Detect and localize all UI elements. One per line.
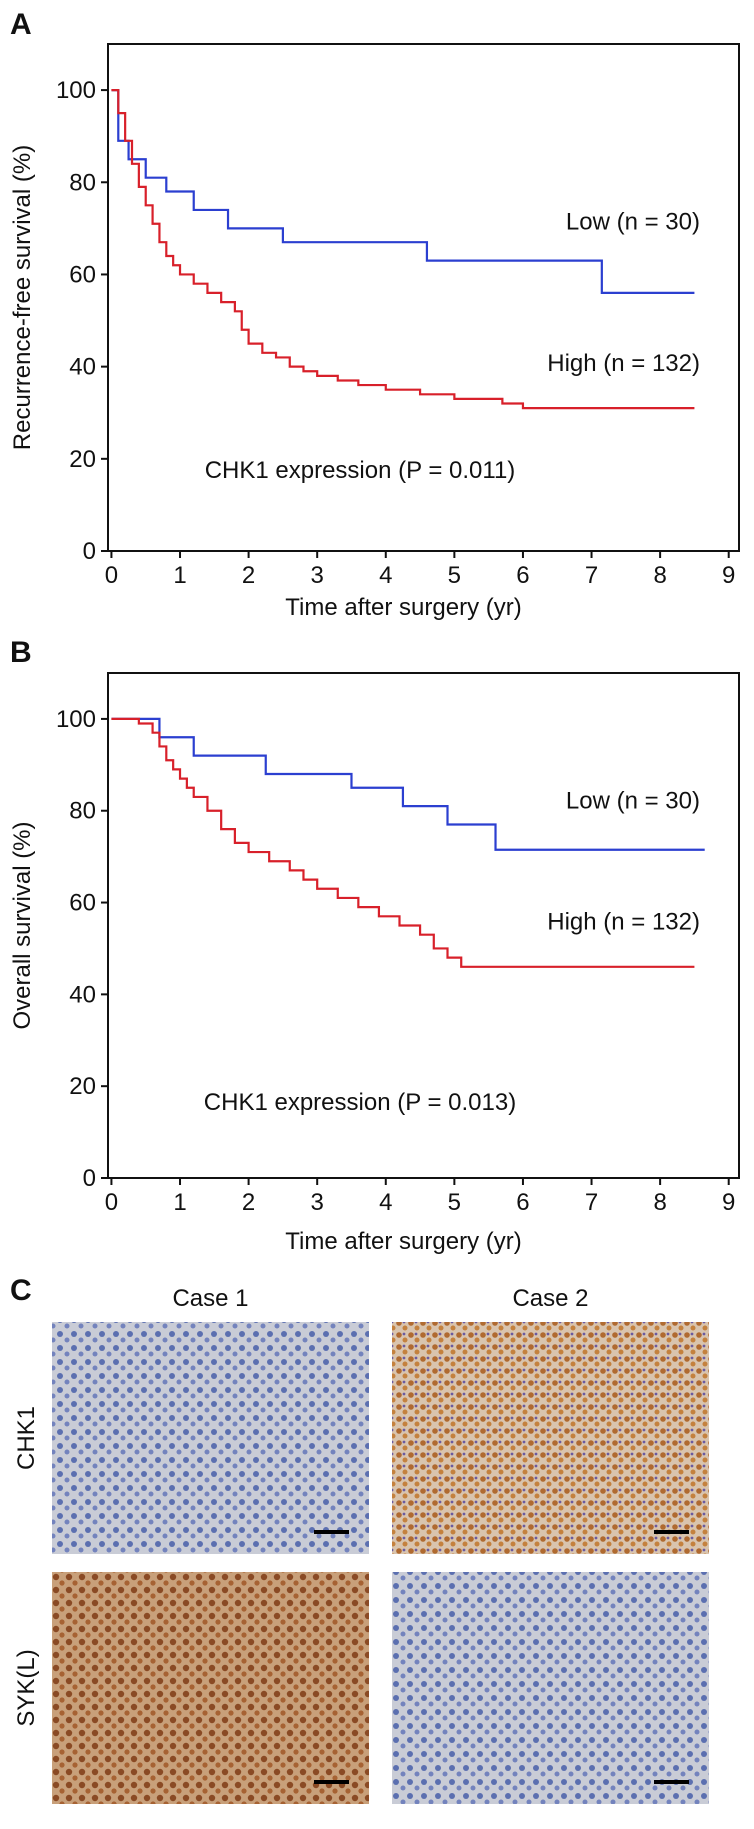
x-tick-label: 2 [242, 562, 255, 589]
annotation: High (n = 132) [547, 350, 700, 377]
y-tick-label: 0 [83, 538, 96, 565]
y-tick-label: 80 [69, 798, 96, 825]
panel-label: C [10, 1274, 32, 1307]
y-tick-label: 40 [69, 981, 96, 1008]
plot-frame [107, 43, 740, 552]
survival-curve [111, 717, 705, 851]
plot-frame [107, 672, 740, 1179]
annotation: Low (n = 30) [566, 787, 700, 814]
y-tick-label: 60 [69, 261, 96, 288]
x-tick-label: 7 [585, 562, 598, 589]
x-axis-label: Time after surgery (yr) [285, 594, 521, 621]
histology-image [52, 1572, 369, 1804]
x-tick-label: 8 [653, 1189, 666, 1216]
x-tick-label: 0 [105, 562, 118, 589]
x-tick-label: 1 [173, 562, 186, 589]
x-tick-label: 9 [722, 562, 735, 589]
y-tick-label: 60 [69, 890, 96, 917]
survival-curve [111, 88, 695, 294]
x-tick-label: 6 [516, 562, 529, 589]
histology-image [392, 1322, 709, 1554]
histology-image [392, 1572, 709, 1804]
x-tick-label: 7 [585, 1189, 598, 1216]
column-label: Case 2 [512, 1285, 588, 1312]
y-tick-label: 100 [56, 706, 96, 733]
annotation: CHK1 expression (P = 0.011) [205, 457, 516, 484]
panel-label: A [10, 8, 32, 41]
annotation: Low (n = 30) [566, 209, 700, 236]
x-tick-label: 4 [379, 562, 392, 589]
y-axis-label: Recurrence-free survival (%) [9, 145, 36, 450]
y-tick-label: 100 [56, 77, 96, 104]
panel-label: B [10, 636, 32, 669]
x-tick-label: 9 [722, 1189, 735, 1216]
x-tick-label: 3 [311, 1189, 324, 1216]
x-axis-label: Time after surgery (yr) [285, 1228, 521, 1255]
x-tick-label: 3 [311, 562, 324, 589]
y-axis-label: Overall survival (%) [9, 821, 36, 1029]
x-tick-label: 8 [653, 562, 666, 589]
y-tick-label: 20 [69, 1073, 96, 1100]
x-tick-label: 4 [379, 1189, 392, 1216]
annotation: CHK1 expression (P = 0.013) [204, 1089, 516, 1116]
x-tick-label: 0 [105, 1189, 118, 1216]
x-tick-label: 1 [173, 1189, 186, 1216]
y-tick-label: 40 [69, 354, 96, 381]
x-tick-label: 2 [242, 1189, 255, 1216]
column-label: Case 1 [172, 1285, 248, 1312]
y-tick-label: 20 [69, 446, 96, 473]
y-tick-label: 0 [83, 1165, 96, 1192]
row-label: CHK1 [13, 1406, 40, 1470]
annotation: High (n = 132) [547, 909, 700, 936]
x-tick-label: 5 [448, 1189, 461, 1216]
x-tick-label: 6 [516, 1189, 529, 1216]
y-tick-label: 80 [69, 169, 96, 196]
row-label: SYK(L) [13, 1649, 40, 1726]
histology-image [52, 1322, 369, 1554]
x-tick-label: 5 [448, 562, 461, 589]
survival-curve [111, 717, 695, 968]
survival-curve [111, 88, 695, 410]
